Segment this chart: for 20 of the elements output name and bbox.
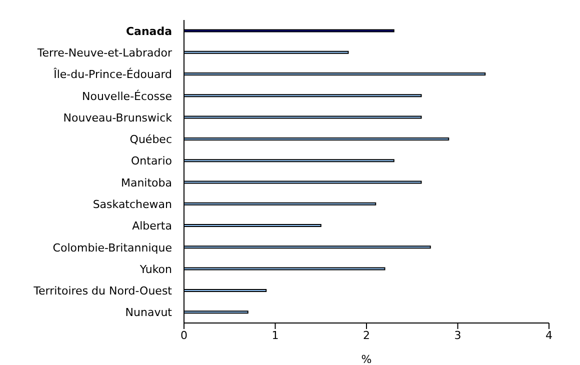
y-tick-label: Manitoba xyxy=(120,176,172,190)
x-tick-label: 0 xyxy=(180,328,188,342)
x-tick-label: 4 xyxy=(546,328,552,342)
x-tick-label: 3 xyxy=(454,328,462,342)
y-tick-label: Canada xyxy=(126,24,172,38)
y-tick-label: Québec xyxy=(130,133,172,146)
x-tick-label: 1 xyxy=(272,328,279,342)
y-tick-label: Nouvelle-Écosse xyxy=(82,88,172,103)
y-tick-label: Yukon xyxy=(138,262,172,276)
y-tick-label: Colombie-Britannique xyxy=(52,241,172,254)
y-tick-label: Territoires du Nord-Ouest xyxy=(32,284,173,298)
y-tick-label: Alberta xyxy=(132,220,172,233)
y-tick-label: Nunavut xyxy=(125,306,173,320)
x-tick-label: 2 xyxy=(363,328,370,342)
y-tick-label: Ontario xyxy=(131,154,172,168)
x-axis-title: % xyxy=(361,353,372,365)
y-tick-label: Terre-Neuve-et-Labrador xyxy=(36,46,172,60)
y-tick-label: Île-du-Prince-Édouard xyxy=(52,67,172,82)
y-tick-label: Saskatchewan xyxy=(92,198,172,211)
y-tick-label: Nouveau-Brunswick xyxy=(63,111,173,124)
